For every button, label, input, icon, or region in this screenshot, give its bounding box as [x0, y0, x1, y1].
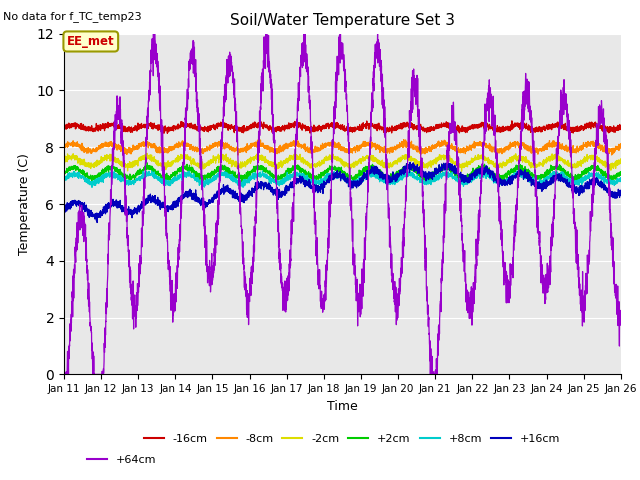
-2cm	[216, 154, 223, 159]
-2cm	[397, 154, 404, 160]
-8cm	[407, 144, 415, 150]
+2cm	[617, 170, 625, 176]
+16cm	[60, 206, 68, 212]
-2cm	[564, 159, 572, 165]
+8cm	[88, 184, 96, 190]
-8cm	[234, 152, 242, 158]
Line: -8cm: -8cm	[64, 140, 621, 155]
+16cm	[397, 170, 404, 176]
-16cm	[163, 131, 171, 136]
+16cm	[617, 188, 625, 193]
+64cm	[406, 115, 414, 120]
-2cm	[143, 150, 151, 156]
-8cm	[216, 141, 223, 147]
+64cm	[617, 309, 625, 315]
-8cm	[400, 137, 408, 143]
+16cm	[180, 194, 188, 200]
-2cm	[617, 156, 625, 162]
Line: -16cm: -16cm	[64, 121, 621, 133]
+2cm	[239, 179, 246, 185]
Legend: -16cm, -8cm, -2cm, +2cm, +8cm, +16cm: -16cm, -8cm, -2cm, +2cm, +8cm, +16cm	[140, 429, 564, 448]
+64cm	[617, 320, 625, 326]
+8cm	[60, 177, 68, 182]
-16cm	[564, 123, 572, 129]
+2cm	[564, 173, 572, 179]
-8cm	[60, 144, 68, 150]
+8cm	[564, 176, 572, 181]
+8cm	[617, 178, 625, 184]
+2cm	[397, 167, 404, 173]
+2cm	[180, 166, 188, 171]
-8cm	[397, 143, 404, 148]
+64cm	[397, 272, 404, 278]
+2cm	[407, 166, 415, 172]
Y-axis label: Temperature (C): Temperature (C)	[18, 153, 31, 255]
+16cm	[564, 183, 572, 189]
-16cm	[180, 121, 188, 127]
+16cm	[406, 159, 414, 165]
+64cm	[180, 160, 188, 166]
-16cm	[617, 125, 625, 131]
+16cm	[617, 192, 625, 198]
X-axis label: Time: Time	[327, 400, 358, 413]
Title: Soil/Water Temperature Set 3: Soil/Water Temperature Set 3	[230, 13, 455, 28]
-16cm	[617, 124, 625, 130]
-16cm	[60, 124, 68, 130]
-16cm	[508, 118, 516, 124]
Text: No data for f_TC_temp23: No data for f_TC_temp23	[3, 11, 142, 22]
Line: +16cm: +16cm	[64, 162, 621, 223]
-8cm	[564, 145, 572, 151]
Line: +64cm: +64cm	[64, 34, 621, 374]
-2cm	[180, 155, 188, 161]
+64cm	[216, 180, 223, 186]
+2cm	[143, 160, 151, 166]
+2cm	[216, 168, 223, 173]
-8cm	[179, 142, 187, 147]
+2cm	[60, 171, 68, 177]
-16cm	[406, 122, 414, 128]
Line: +2cm: +2cm	[64, 163, 621, 182]
Line: -2cm: -2cm	[64, 153, 621, 171]
+8cm	[617, 175, 625, 180]
+16cm	[216, 188, 223, 194]
-16cm	[216, 121, 223, 127]
+64cm	[60, 372, 68, 377]
-2cm	[60, 157, 68, 163]
+8cm	[216, 172, 223, 178]
-8cm	[617, 141, 625, 146]
-2cm	[617, 158, 625, 164]
-8cm	[617, 145, 625, 151]
Line: +8cm: +8cm	[64, 171, 621, 187]
+16cm	[407, 164, 415, 170]
Legend: +64cm: +64cm	[83, 451, 161, 469]
-16cm	[397, 123, 404, 129]
Text: EE_met: EE_met	[67, 35, 115, 48]
-2cm	[458, 168, 465, 174]
+8cm	[180, 173, 188, 179]
+8cm	[397, 171, 404, 177]
+16cm	[93, 220, 101, 226]
-2cm	[406, 158, 414, 164]
+64cm	[564, 117, 572, 123]
+2cm	[617, 170, 625, 176]
+8cm	[442, 168, 449, 174]
+64cm	[150, 31, 157, 36]
+8cm	[406, 171, 414, 177]
